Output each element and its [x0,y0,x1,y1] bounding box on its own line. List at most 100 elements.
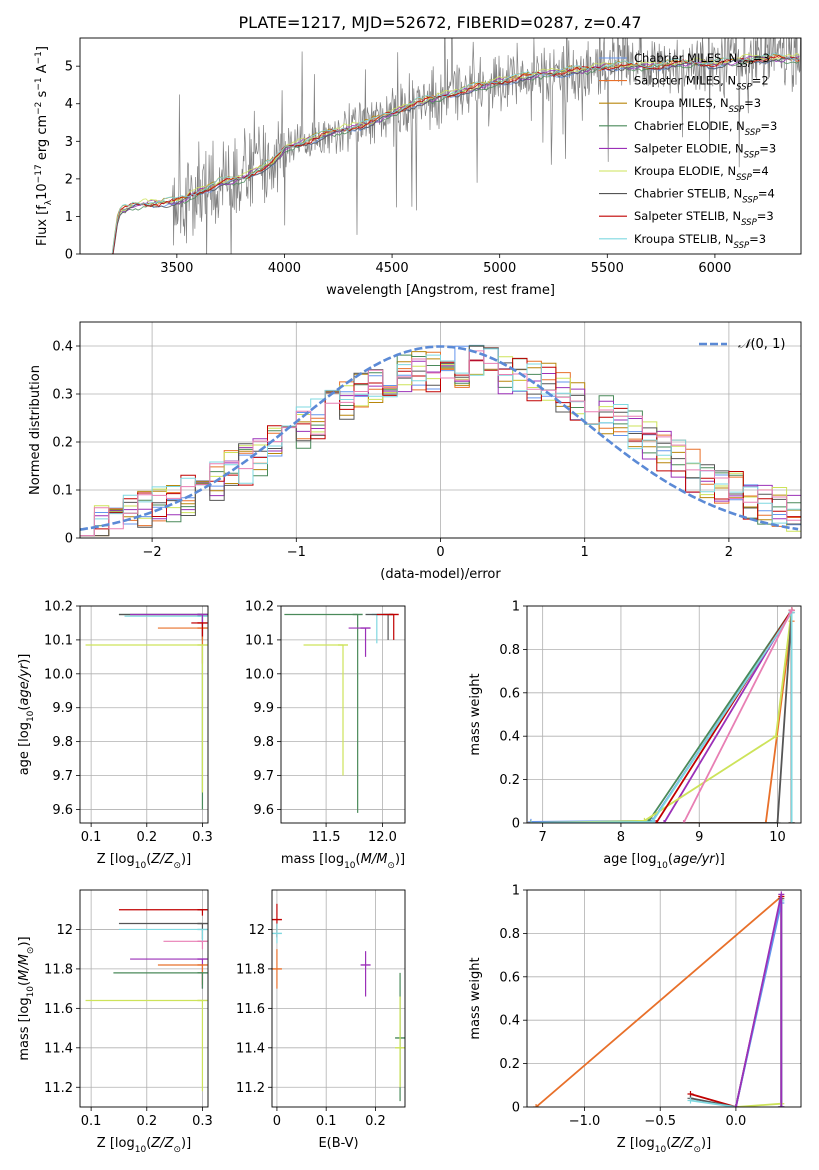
y-tick-label: 10.0 [245,667,274,682]
axes-frame [280,605,406,824]
y-tick-label: 9.8 [253,735,274,750]
histogram-series [80,350,801,537]
plot-area [111,38,801,254]
y-axis-label: Flux [fλ10−17 erg cm−2 s−1 A−1] [34,46,54,246]
panel-4: 11.5 12.0 9.6 9.7 9.8 9.9 10.0 10.1 10.2 mass [lo… [245,600,406,871]
label-part: Z/Z [150,852,174,867]
label-part: ⊙ [173,1145,181,1155]
legend-sub: SSP [742,196,758,206]
panel-2: −2 −1 0 1 2 0 0.1 0.2 0.3 0.4 (data-model)/error No… [28,321,802,582]
x-tick-label: 5000 [483,261,516,276]
x-tick-label: 0.3 [192,1114,213,1129]
y-tick-label: 9.6 [52,803,73,818]
label-part: age/yr [673,852,716,867]
axes-frame [526,605,802,824]
x-axis-label: wavelength [Angstrom, rest frame] [326,283,555,298]
legend-val: =3 [753,51,770,65]
panel-1: 3500 4000 4500 5000 5500 6000 0 1 2 3 4 5 wavelength… [34,37,802,298]
x-tick-label: 4000 [268,261,301,276]
series-line [735,1102,782,1107]
series-line [530,612,793,823]
y-tick-label: 5 [65,60,73,75]
plot-area [284,613,399,813]
label-part: age [ [17,742,32,775]
label-part: age/yr [17,662,32,705]
series-marker [772,733,779,740]
model-spectrum [111,52,800,254]
x-tick-label: 10 [769,830,786,845]
label-part: mass [ [17,1017,32,1060]
y-tick-label: 10.0 [44,667,73,682]
label-part: ( [668,852,673,867]
y-tick-label: 4 [65,97,73,112]
label-part: ] [35,46,50,51]
legend-entry: Chabrier MILES, NSSP=3 [634,51,770,70]
series-line [530,607,793,823]
label-part: −17 [34,164,44,183]
plot-area [85,613,208,810]
axes-frame [79,889,209,1108]
legend-sub: SSP [737,60,753,70]
y-tick-label: 9.7 [52,769,73,784]
y-tick-label: 10.1 [245,633,274,648]
label-part: M/M [17,954,32,981]
gaussian-curve [80,345,799,531]
y-axis-label: Normed distribution [28,365,43,495]
label-part: 10 [26,986,36,998]
legend-text: Chabrier MILES, N [634,51,737,65]
legend-sub: SSP [736,83,752,93]
label-part: ⊙ [693,1145,701,1155]
label-part: ( [146,852,151,867]
legend-entry: Salpeter STELIB, NSSP=3 [634,209,774,228]
x-axis-label: age [log10(age/yr)] [603,852,725,871]
x-tick-label: 7 [539,830,547,845]
x-axis-label: E(B-V) [318,1136,358,1151]
series-line [735,894,783,1107]
x-tick-label: 12.0 [368,830,397,845]
legend-entry: Salpeter ELODIE, NSSP=3 [634,141,776,160]
series-marker [732,1104,739,1107]
legend-text: Salpeter STELIB, N [634,209,741,223]
y-tick-label: 0.2 [499,773,520,788]
x-tick-label: 9 [695,830,703,845]
legend-entry: Chabrier ELODIE, NSSP=3 [634,119,777,138]
legend-entry: Salpeter MILES, NSSP=2 [634,74,769,93]
label-part: ⊙ [173,861,181,871]
label-part: 10 [655,1145,667,1155]
x-tick-label: 0.2 [136,830,157,845]
series-marker [687,1097,694,1104]
label-part: λ [44,199,54,205]
x-axis-label: (data-model)/error [380,567,501,582]
label-part: 10 [135,1145,147,1155]
y-tick-label: 11.8 [236,962,265,977]
label-part: s [35,90,50,101]
legend-entry: Chabrier STELIB, NSSP=4 [634,187,775,206]
label-part: Z [ [97,852,115,867]
y-tick-label: 10.2 [245,600,274,615]
x-tick-label: 4500 [376,261,409,276]
y-tick-label: 10.2 [44,600,73,615]
legend-val: =2 [752,74,769,88]
x-tick-label: 6000 [698,261,731,276]
y-tick-label: 0.1 [52,484,73,499]
legend-text: (0, 1) [750,337,785,352]
y-tick-label: 11.2 [44,1081,73,1096]
panels: 3500 4000 4500 5000 5500 6000012345wavelength… [17,37,802,1155]
legend-text: Chabrier ELODIE, N [634,119,745,133]
label-part: log [115,852,135,867]
label-part: M/M [361,852,388,867]
x-tick-label: 0.2 [365,1114,386,1129]
x-tick-label: −1 [287,545,306,560]
x-tick-label: 0.1 [316,1114,337,1129]
label-part: ( [17,706,32,711]
label-part: A [35,64,50,77]
legend-val: =4 [752,164,769,178]
series-marker [661,820,667,823]
panel-8: −1.0 −0.5 0.0 0 0.2 0.4 0.6 0.8 1 mass weight Z [l… [468,884,802,1155]
label-part: )] [181,852,191,867]
label-part: 10 [344,861,356,871]
series-line [530,621,793,823]
panel-7: 0 0.1 0.2 11.2 11.4 11.6 11.8 12 E(B-V) [236,889,406,1151]
y-axis-label: mass weight [468,673,483,755]
